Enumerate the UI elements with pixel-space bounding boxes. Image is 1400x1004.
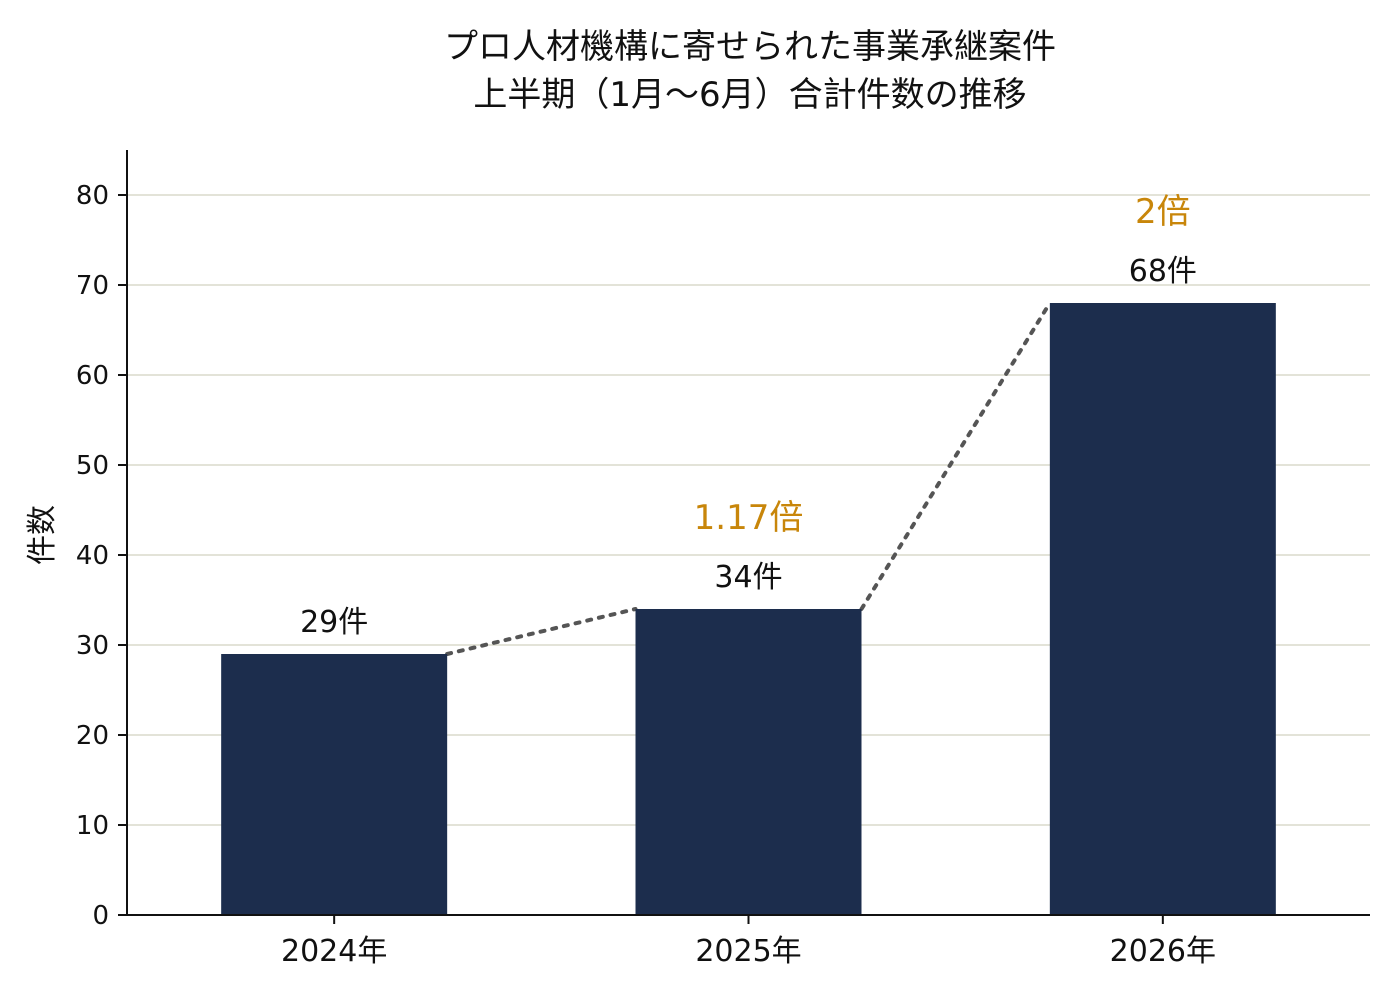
connector-line	[859, 301, 1052, 611]
bars	[221, 303, 1276, 915]
y-tick-label: 60	[76, 361, 109, 391]
chart-title-line-1: プロ人材機構に寄せられた事業承継案件	[444, 27, 1056, 67]
y-tick-label: 40	[76, 541, 109, 571]
y-tick-label: 50	[76, 451, 109, 481]
y-tick-label: 10	[76, 811, 109, 841]
connector-lines	[445, 301, 1052, 656]
x-tick-label: 2026年	[1110, 934, 1216, 969]
y-tick-label: 30	[76, 631, 109, 661]
y-tick-label: 70	[76, 271, 109, 301]
ratio-label: 2倍	[1135, 192, 1191, 232]
connector-line	[445, 607, 638, 656]
chart-title-line-2: 上半期（1月〜6月）合計件数の推移	[473, 75, 1026, 115]
value-label: 68件	[1129, 254, 1197, 289]
value-label: 34件	[714, 560, 782, 595]
bar	[635, 609, 862, 915]
y-tick-label: 0	[92, 901, 109, 931]
bar	[221, 654, 448, 915]
y-axis-label: 件数	[25, 505, 60, 565]
ratio-label: 1.17倍	[694, 498, 804, 538]
x-tick-label: 2024年	[281, 934, 387, 969]
axes: 0 10 20 30 40 50 60 70 80 2024年 2025年 2026年	[76, 150, 1370, 969]
bar	[1049, 303, 1276, 915]
y-tick-label: 80	[76, 181, 109, 211]
y-tick-label: 20	[76, 721, 109, 751]
x-tick-label: 2025年	[695, 934, 801, 969]
value-label: 29件	[300, 605, 368, 640]
data-labels: 29件 34件 1.17倍 68件 2倍	[300, 192, 1197, 640]
